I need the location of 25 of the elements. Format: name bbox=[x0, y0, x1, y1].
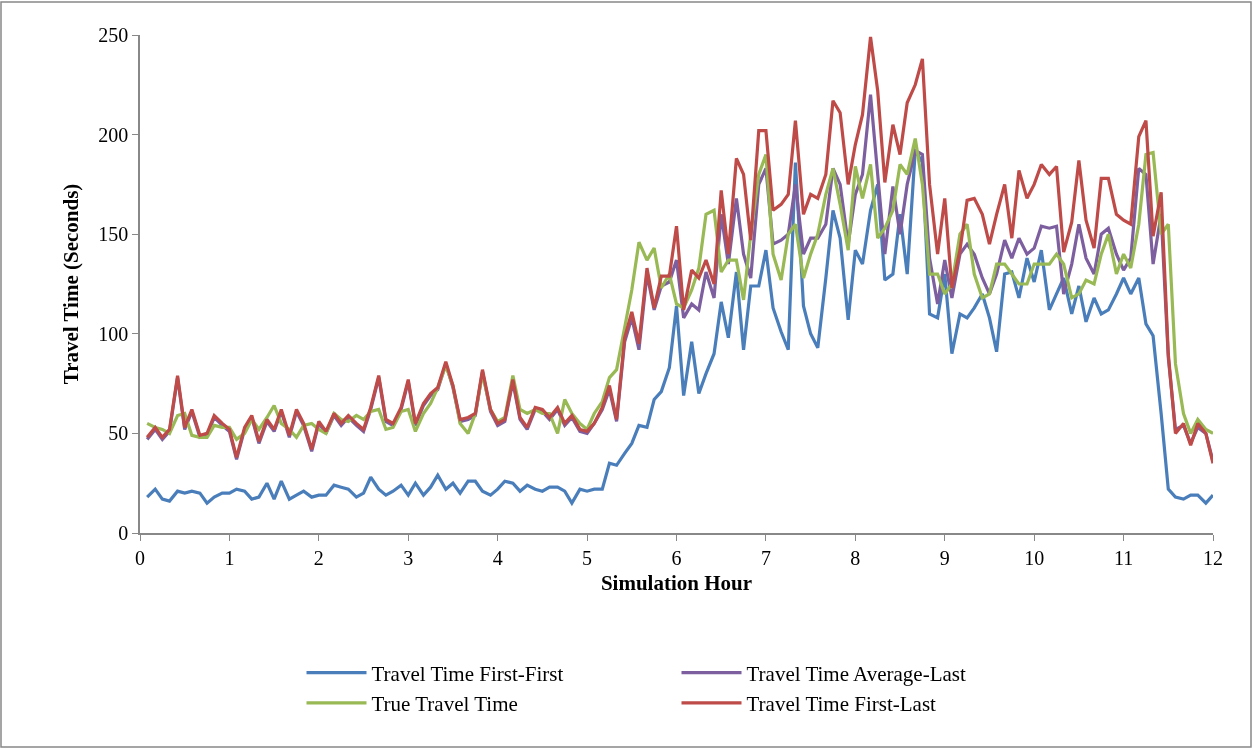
x-tick-label: 2 bbox=[313, 546, 324, 569]
y-tick-label: 0 bbox=[118, 522, 129, 544]
x-tick-label: 4 bbox=[492, 546, 503, 569]
legend-label: True Travel Time bbox=[371, 692, 518, 717]
x-tick-label: 6 bbox=[671, 546, 682, 569]
x-tick-label: 10 bbox=[1024, 546, 1045, 569]
x-tick-label: 0 bbox=[135, 546, 145, 569]
y-tick-label: 100 bbox=[98, 322, 129, 345]
y-tick-label: 200 bbox=[98, 123, 129, 146]
y-tick-label: 150 bbox=[98, 223, 129, 246]
y-tick-label: 50 bbox=[108, 422, 129, 445]
legend-label: Travel Time First-First bbox=[371, 661, 564, 686]
x-tick-label: 8 bbox=[850, 546, 861, 569]
x-tick-label: 1 bbox=[224, 546, 235, 569]
y-axis-title: Travel Time (Seconds) bbox=[58, 183, 83, 385]
x-tick-label: 9 bbox=[939, 546, 950, 569]
x-tick-label: 3 bbox=[403, 546, 414, 569]
x-tick-label: 5 bbox=[582, 546, 593, 569]
legend-label: Travel Time First-Last bbox=[746, 692, 937, 717]
x-tick-label: 11 bbox=[1113, 546, 1134, 569]
y-tick-label: 250 bbox=[98, 24, 129, 46]
x-tick-label: 12 bbox=[1203, 546, 1223, 569]
x-axis-title: Simulation Hour bbox=[600, 571, 753, 596]
legend-label: Travel Time Average-Last bbox=[746, 661, 966, 686]
x-tick-label: 7 bbox=[760, 546, 771, 569]
